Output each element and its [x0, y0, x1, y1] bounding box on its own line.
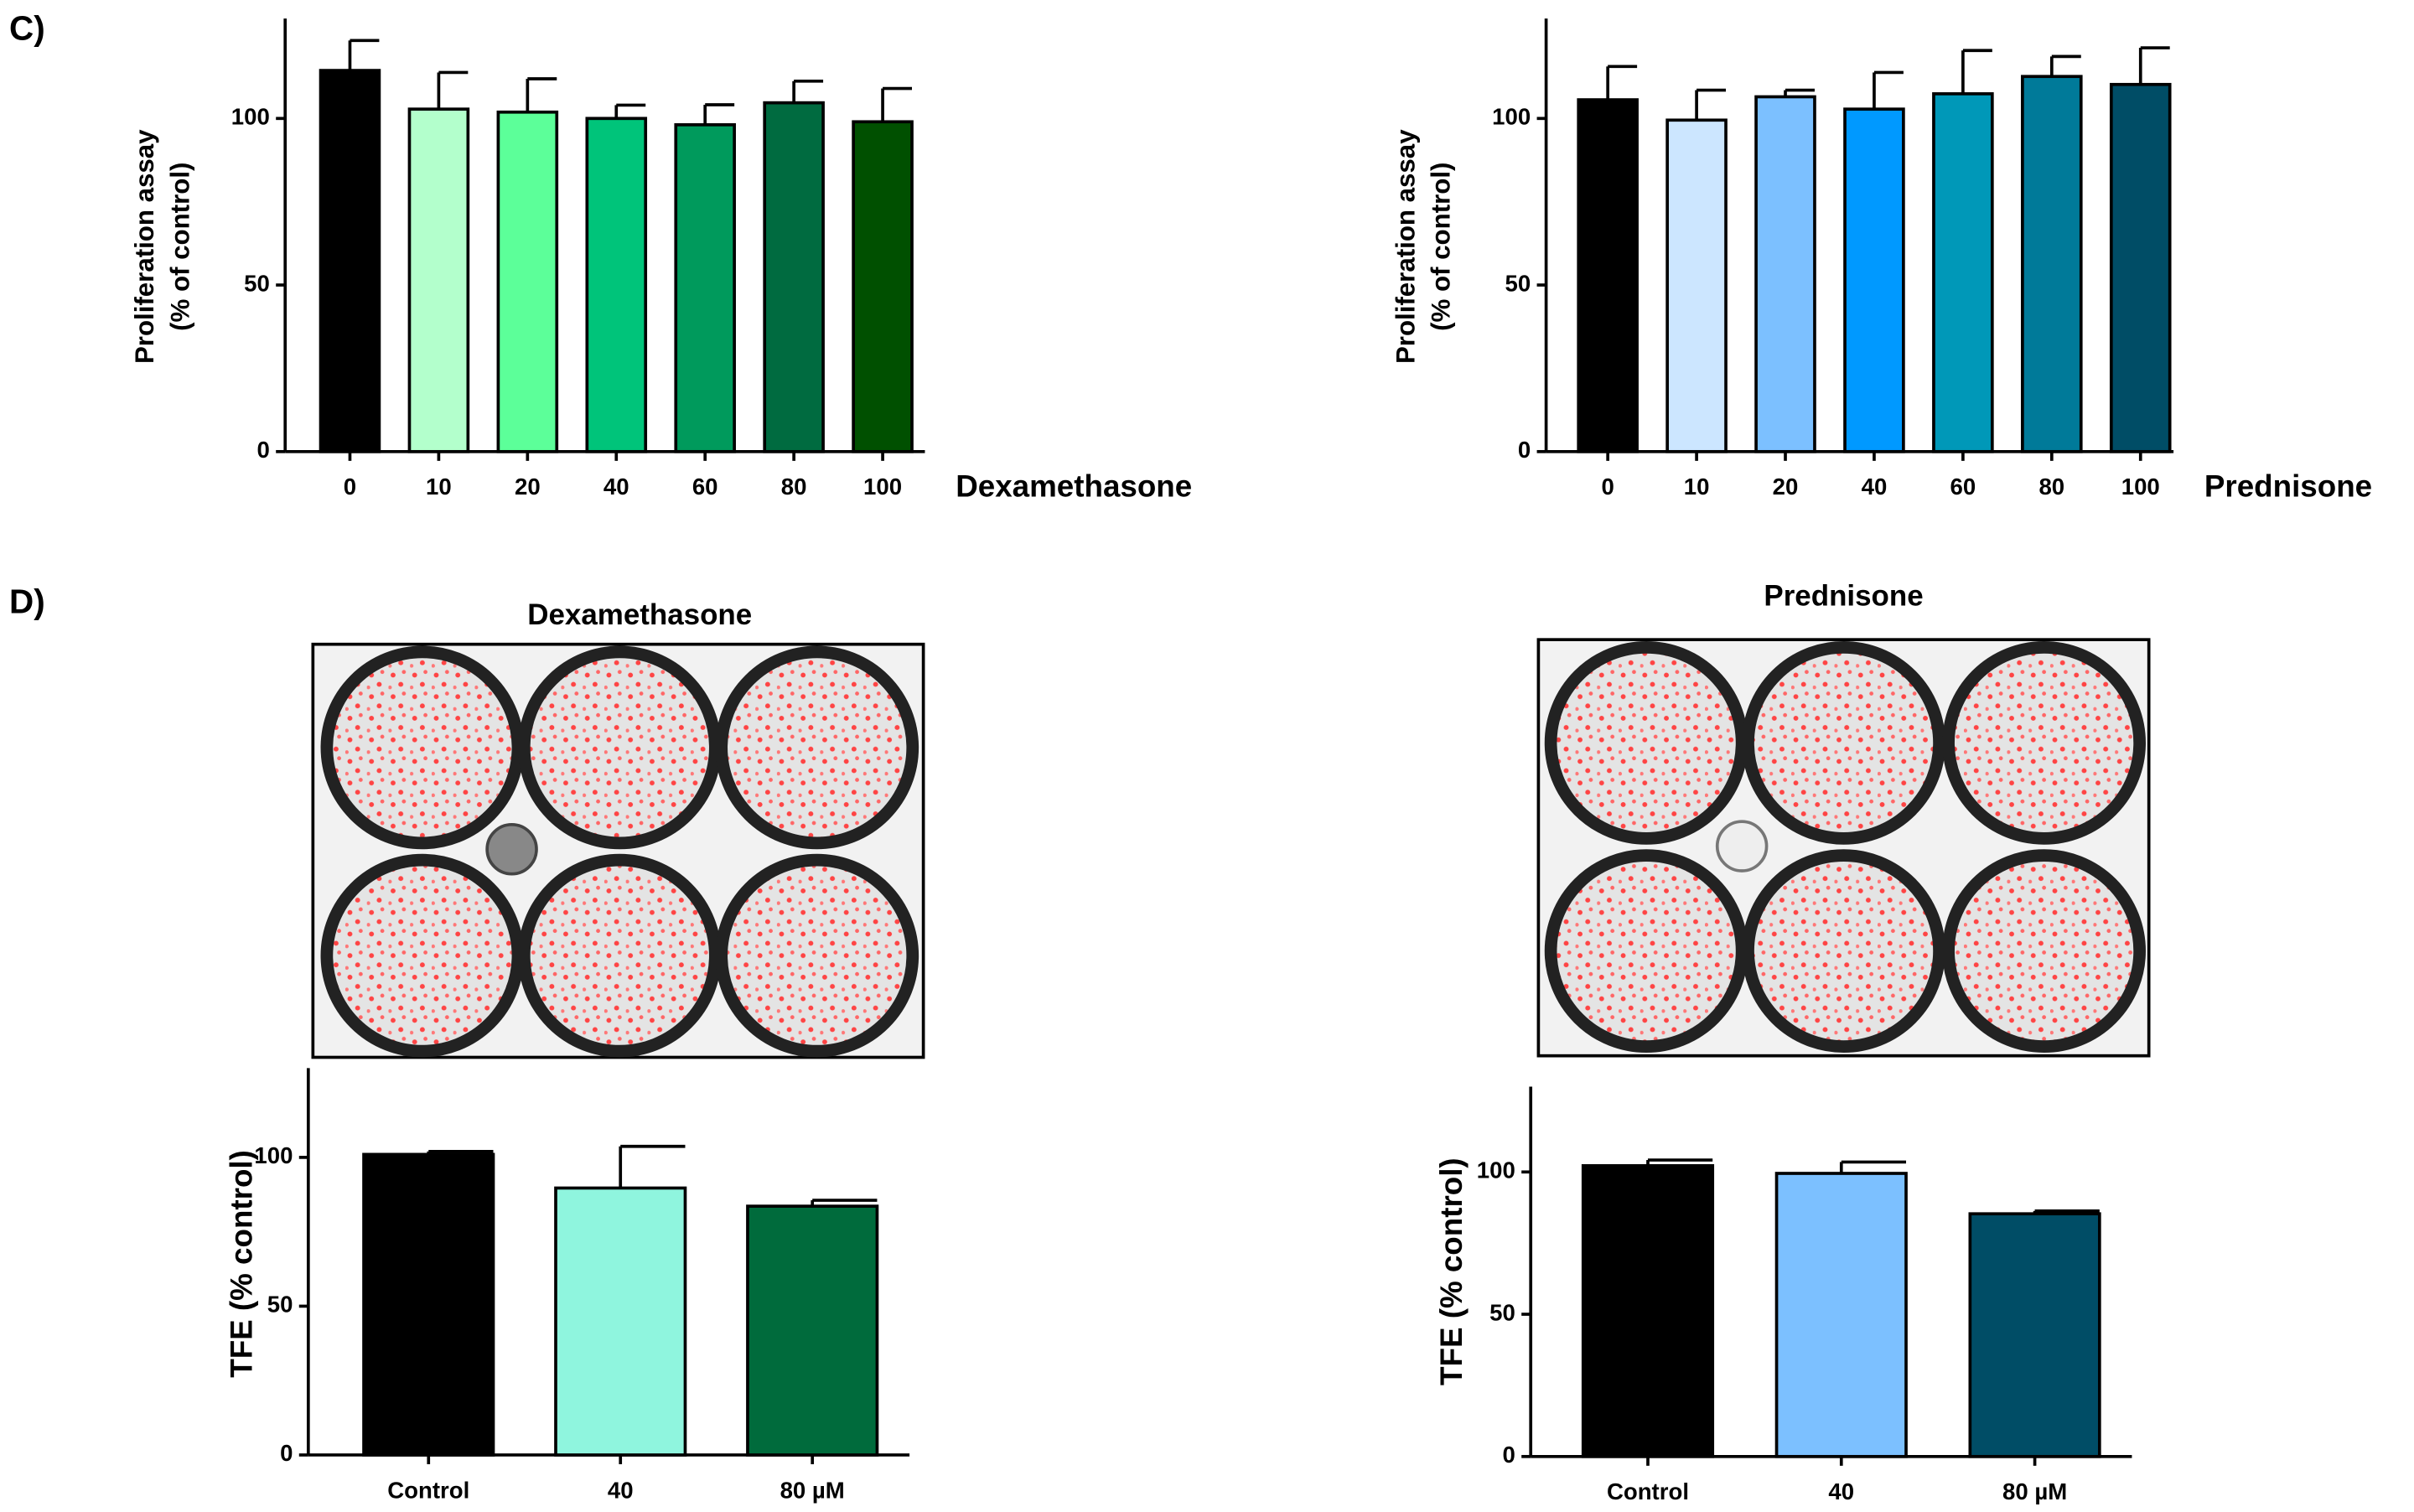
bar [852, 120, 914, 453]
bar [362, 1152, 495, 1457]
bar [2109, 82, 2172, 453]
x-tick-label: 40 [1862, 474, 1888, 500]
x-tick-label: 10 [426, 474, 452, 500]
panel-label: C) [9, 8, 45, 47]
x-tick-label: 80 [781, 474, 807, 500]
plate-image [1536, 638, 2151, 1058]
x-tick-label: 40 [608, 1477, 634, 1503]
y-tick-label: 100 [1477, 1157, 1515, 1183]
y-tick-label: 50 [1489, 1299, 1515, 1325]
bar [585, 117, 648, 453]
x-tick-label: 20 [1773, 474, 1799, 500]
x-tick-label: 40 [604, 474, 629, 500]
y-tick-label: 0 [256, 437, 269, 463]
bar [746, 1204, 879, 1457]
y-tick-label: 100 [231, 104, 270, 130]
bar [1577, 98, 1639, 453]
x-tick-label: 60 [692, 474, 718, 500]
x-tick-label: 20 [515, 474, 541, 500]
plate-image [311, 642, 925, 1059]
chart-title: Prednisone [1764, 580, 1923, 613]
y-tick-label: 50 [244, 270, 270, 296]
x-tick-label: 0 [344, 474, 356, 500]
y-axis-label: TFE (% control) [1434, 1157, 1469, 1385]
x-tick-label: 0 [1601, 474, 1614, 500]
bar [1774, 1172, 1908, 1458]
x-tick-label: 80 µM [780, 1477, 845, 1503]
bar [1968, 1212, 2101, 1458]
y-tick-label: 0 [1518, 437, 1531, 463]
y-axis-label: Proliferation assay [130, 129, 159, 364]
y-tick-label: 50 [1505, 270, 1531, 296]
bar [2021, 75, 2083, 453]
bar [496, 110, 559, 453]
x-tick-label: 80 [2038, 474, 2064, 500]
x-tick-label: Control [387, 1477, 469, 1503]
x-tick-label: Control [1607, 1478, 1689, 1504]
y-axis-label: (% of control) [165, 163, 194, 331]
x-axis-label: Dexamethasone [956, 469, 1192, 504]
bar [554, 1186, 687, 1457]
y-tick-label: 0 [1502, 1442, 1515, 1468]
x-tick-label: 100 [2121, 474, 2160, 500]
bar [1932, 92, 1994, 453]
bar [407, 107, 470, 453]
x-tick-label: 80 µM [2002, 1478, 2067, 1504]
bar [1581, 1163, 1715, 1458]
chart-title: Dexamethasone [527, 598, 752, 631]
y-axis-label: (% of control) [1427, 163, 1456, 331]
bar [674, 123, 736, 453]
x-tick-label: 40 [1828, 1478, 1854, 1504]
y-axis-label: TFE (% control) [224, 1150, 258, 1378]
y-tick-label: 50 [267, 1292, 293, 1318]
y-tick-label: 100 [254, 1142, 293, 1168]
y-tick-label: 100 [1492, 104, 1531, 130]
x-tick-label: 60 [1950, 474, 1976, 500]
bar [1665, 118, 1728, 453]
x-axis-label: Prednisone [2204, 469, 2372, 504]
bar [763, 101, 825, 453]
bar [1843, 107, 1905, 453]
x-tick-label: 100 [863, 474, 902, 500]
bar [319, 69, 381, 453]
panel-label: D) [9, 583, 45, 621]
bar [1754, 95, 1816, 453]
y-tick-label: 0 [280, 1440, 293, 1466]
y-axis-label: Proliferation assay [1391, 129, 1420, 364]
x-tick-label: 10 [1684, 474, 1710, 500]
